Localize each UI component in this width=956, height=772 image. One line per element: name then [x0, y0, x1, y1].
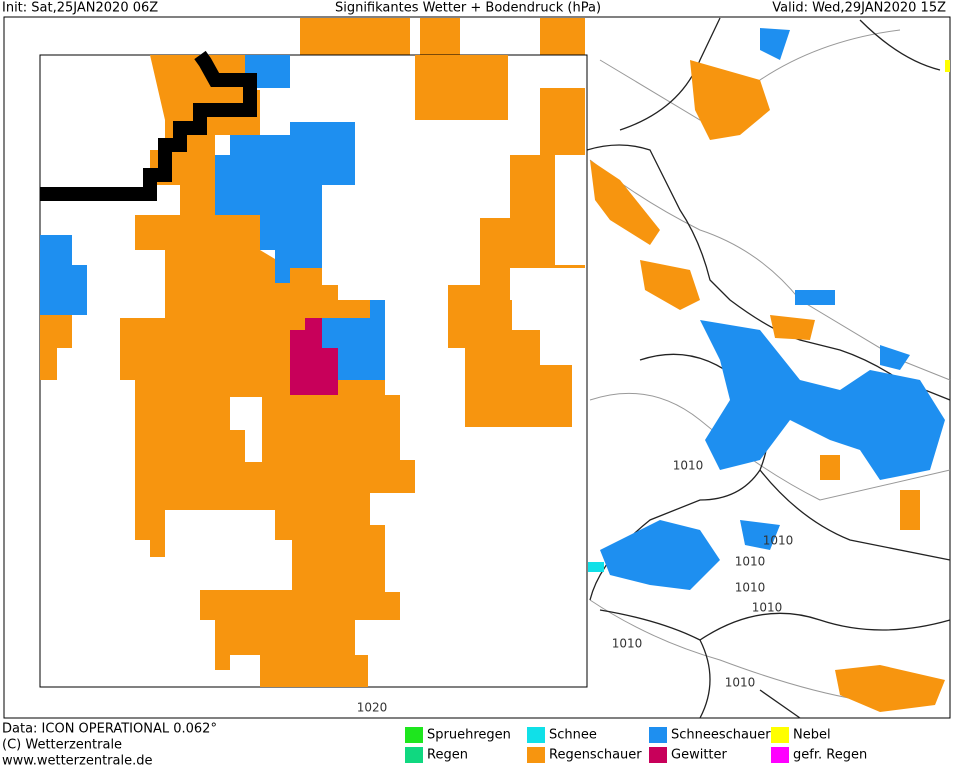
- legend-label: Nebel: [793, 728, 831, 743]
- copyright: (C) Wetterzentrale: [2, 738, 122, 753]
- legend-label: Schnee: [549, 728, 597, 743]
- map: [3, 16, 951, 719]
- isobar-label: 1010: [752, 601, 783, 615]
- map-title: Signifikantes Wetter + Bodendruck (hPa): [335, 1, 601, 16]
- legend-swatch: [649, 747, 667, 763]
- data-source: Data: ICON OPERATIONAL 0.062°: [2, 722, 217, 737]
- zoom-inset: [39, 50, 588, 688]
- isobar-label: 1010: [673, 459, 704, 473]
- init-time: Init: Sat,25JAN2020 06Z: [2, 1, 158, 16]
- legend-label: gefr. Regen: [793, 748, 867, 763]
- isobar-labels: 1010 1010 1010 1010 1010 1010 1010 1020: [357, 459, 794, 715]
- website: www.wetterzentrale.de: [2, 754, 152, 769]
- legend-swatch: [405, 727, 423, 743]
- isobar-label: 1020: [357, 701, 388, 715]
- legend-swatch: [771, 747, 789, 763]
- legend-swatch: [527, 727, 545, 743]
- legend-label: Gewitter: [671, 748, 728, 763]
- valid-time: Valid: Wed,29JAN2020 15Z: [772, 1, 946, 16]
- isobar-label: 1010: [725, 676, 756, 690]
- isobar-label: 1010: [763, 534, 794, 548]
- isobar-label: 1010: [735, 581, 766, 595]
- legend-label: Schneeschauer: [671, 728, 771, 743]
- legend-swatch: [405, 747, 423, 763]
- legend-swatch: [649, 727, 667, 743]
- legend-label: Regenschauer: [549, 748, 642, 763]
- legend: Spruehregen Schnee Schneeschauer Nebel Regen…: [405, 727, 867, 763]
- isobar-label: 1010: [612, 637, 643, 651]
- legend-swatch: [527, 747, 545, 763]
- isobar-label: 1010: [735, 555, 766, 569]
- legend-label: Spruehregen: [427, 728, 511, 743]
- legend-label: Regen: [427, 748, 468, 763]
- legend-swatch: [771, 727, 789, 743]
